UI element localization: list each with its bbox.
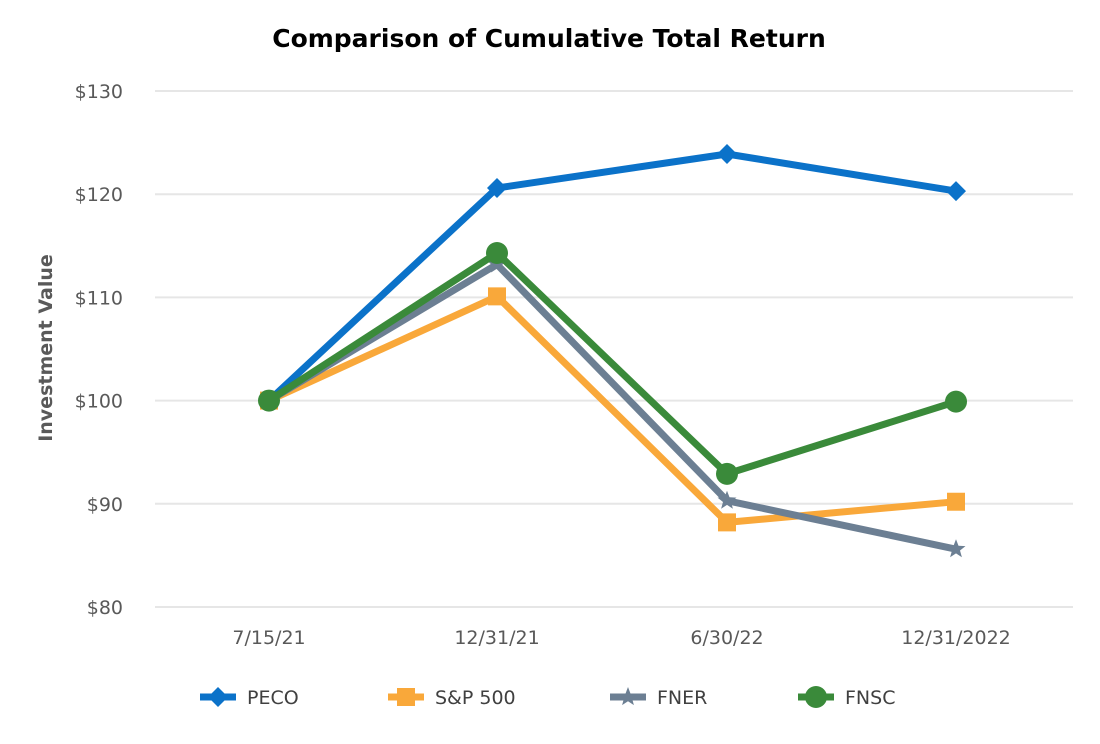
data-point-fnsc [945,390,967,413]
legend-marker [618,687,638,706]
data-point-fner [946,539,966,558]
data-point-fner [717,490,737,509]
y-axis-label: Investment Value [35,254,57,442]
data-point-peco [946,181,966,202]
series-line-fnsc [265,249,960,478]
y-tick-label: $100 [75,391,123,413]
legend-label: FNER [657,687,707,709]
data-point-s-p-500 [718,513,736,532]
y-tick-label: $80 [87,597,123,619]
legend-marker [208,687,228,707]
data-point-fnsc [716,462,738,485]
gridlines [155,90,1073,608]
y-tick-label: $130 [75,81,123,103]
series-line-peco [265,150,960,405]
chart-title: Comparison of Cumulative Total Return [272,24,826,53]
data-point-peco [717,143,737,164]
legend-label: S&P 500 [435,687,516,709]
data-point-peco [487,178,507,199]
legend-marker [805,686,827,708]
legend-item-s-p-500: S&P 500 [388,687,516,709]
series-lines [258,143,967,558]
legend-item-fnsc: FNSC [798,686,895,709]
series-s-p-500 [260,287,965,532]
data-point-s-p-500 [488,287,506,306]
y-tick-label: $90 [87,494,123,516]
x-tick-label: 12/31/2022 [901,627,1011,649]
legend-label: FNSC [845,687,895,709]
y-axis-ticks: $80 $90 $100 $110 $120 $130 [75,81,123,619]
y-tick-label: $110 [75,287,123,309]
series-peco [259,143,966,411]
data-point-fnsc [258,389,280,412]
legend-label: PECO [247,687,299,709]
legend-item-peco: PECO [200,687,299,709]
legend-item-fner: FNER [610,687,707,709]
legend-marker [397,688,415,706]
series-line-fner [265,260,960,553]
x-tick-label: 7/15/21 [232,627,305,649]
series-line-s-p-500 [265,292,960,526]
legend: PECO S&P 500 FNER FNSC [200,686,895,709]
x-tick-label: 12/31/21 [454,627,539,649]
x-tick-label: 6/30/22 [690,627,763,649]
data-point-s-p-500 [947,492,965,511]
data-point-fnsc [486,242,508,265]
series-fnsc [258,242,967,485]
x-axis-ticks: 7/15/21 12/31/21 6/30/22 12/31/2022 [232,627,1010,649]
y-tick-label: $120 [75,184,123,206]
